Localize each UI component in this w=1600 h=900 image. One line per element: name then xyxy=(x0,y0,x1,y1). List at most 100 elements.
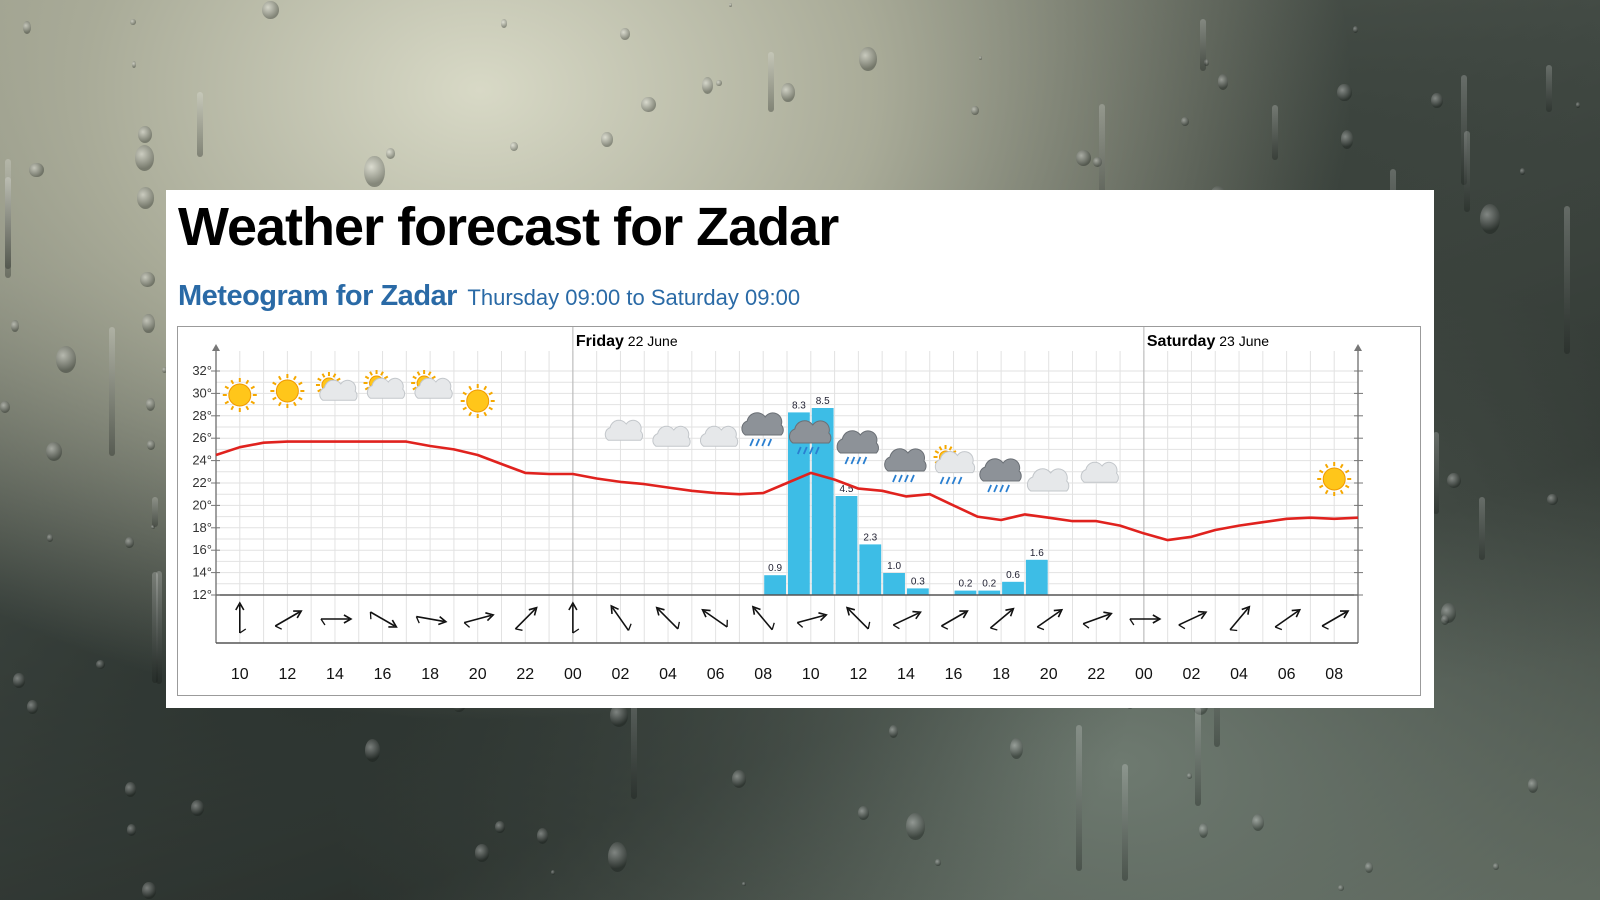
rain-drop xyxy=(910,474,915,483)
raindrop xyxy=(601,132,613,147)
sun-icon xyxy=(1317,462,1352,496)
wind-head xyxy=(528,606,538,616)
precip-bar xyxy=(1002,581,1024,595)
rain-drop xyxy=(993,484,998,493)
raindrop xyxy=(96,659,106,670)
x-tick-label: 16 xyxy=(945,666,963,683)
day-separators: Friday 22 June Saturday 23 June xyxy=(572,327,1269,643)
raindrop xyxy=(858,806,870,820)
rain-drop xyxy=(904,474,909,483)
wind-barb xyxy=(892,624,900,630)
rain-streak xyxy=(1564,206,1571,354)
wind-shaft xyxy=(416,615,445,623)
rain-drop xyxy=(1005,484,1010,493)
rain-streak xyxy=(630,682,637,799)
raindrop xyxy=(1441,603,1457,623)
sun-icon xyxy=(460,384,495,418)
precip-bar xyxy=(811,408,834,595)
day-header: Friday 22 June xyxy=(576,333,678,350)
wind-head xyxy=(568,601,578,611)
raindrop xyxy=(716,80,722,87)
wind-barb xyxy=(239,628,247,634)
raindrop xyxy=(537,827,549,844)
x-tick-label: 02 xyxy=(1183,666,1201,683)
cloud-icon xyxy=(1026,468,1070,492)
raindrop xyxy=(1446,472,1462,489)
y-tick-label: 14° xyxy=(192,565,212,580)
wind-arrow xyxy=(892,610,922,630)
sun-cloud-icon xyxy=(411,370,453,399)
raindrop xyxy=(641,97,656,113)
meteogram-title-link[interactable]: Meteogram for Zadar xyxy=(178,280,457,312)
rain-streak xyxy=(5,177,12,279)
x-tick-label: 06 xyxy=(707,666,725,683)
wind-head xyxy=(655,606,665,616)
raindrop xyxy=(978,56,982,60)
y-tick-label: 28° xyxy=(192,408,212,423)
wind-shaft xyxy=(989,609,1013,629)
rain-drop xyxy=(796,446,802,455)
wind-arrow xyxy=(845,606,871,630)
cloud-shape xyxy=(789,420,832,444)
sun-ray xyxy=(317,388,322,393)
sun-ray xyxy=(427,371,432,376)
wind-arrow xyxy=(941,610,969,630)
cloud-shape xyxy=(652,425,691,447)
raindrop xyxy=(142,881,156,899)
raindrop xyxy=(140,271,155,287)
precip-label: 0.6 xyxy=(1006,570,1020,581)
day-name: Saturday xyxy=(1147,333,1216,350)
rain-drop xyxy=(856,456,862,465)
rain-streak xyxy=(1099,104,1106,223)
rain-drop xyxy=(749,438,755,447)
cloud-shape xyxy=(836,430,879,454)
x-tick-label: 20 xyxy=(469,666,487,683)
meteogram-svg: Friday 22 June Saturday 23 June 0.9 8.3 8.5… xyxy=(192,327,1363,683)
x-tick-label: 16 xyxy=(374,666,392,683)
raindrop xyxy=(46,442,63,462)
y-tick-label: 20° xyxy=(192,497,212,512)
sun-ray xyxy=(293,375,297,381)
raindrop xyxy=(1092,157,1102,168)
sun-ray xyxy=(938,446,943,451)
sun-ray xyxy=(245,405,250,411)
wind-arrow xyxy=(1321,610,1350,630)
raindrop xyxy=(1181,117,1190,127)
wind-barb xyxy=(867,621,871,630)
wind-arrow xyxy=(1229,605,1251,632)
rain-streak xyxy=(1479,497,1486,561)
y-tick-label: 18° xyxy=(192,520,212,535)
raindrop xyxy=(26,699,38,715)
sun-ray xyxy=(272,381,277,386)
x-tick-label: 18 xyxy=(421,666,439,683)
raindrop xyxy=(1493,863,1500,870)
wind-barb xyxy=(1129,618,1135,626)
raindrop xyxy=(607,841,627,872)
temperature-line-group xyxy=(215,440,1359,542)
raindrop xyxy=(1009,738,1023,759)
wind-shaft xyxy=(703,610,728,628)
wind-shaft xyxy=(941,611,967,627)
wind-shaft xyxy=(753,607,773,631)
moon-shape xyxy=(516,411,528,433)
raindrop xyxy=(620,28,631,41)
y-axis-arrow xyxy=(212,344,220,351)
moon-shape xyxy=(1135,460,1147,482)
wind-head xyxy=(343,614,353,624)
cloud-shape xyxy=(604,419,643,441)
wind-barb xyxy=(1274,626,1283,631)
wind-head xyxy=(845,606,856,616)
wind-arrow xyxy=(610,604,632,631)
x-tick-label: 04 xyxy=(1230,666,1248,683)
wind-head xyxy=(959,610,969,619)
precip-label: 4.5 xyxy=(840,484,854,495)
raindrop xyxy=(1251,814,1264,832)
rain-drop xyxy=(814,446,820,455)
sun-ray xyxy=(948,446,953,451)
sun-ray xyxy=(278,375,282,381)
wind-barb xyxy=(677,621,680,630)
raindrop xyxy=(971,106,979,116)
sun-ray xyxy=(488,391,493,396)
raindrop xyxy=(1337,83,1352,102)
precip-label: 0.9 xyxy=(768,563,782,574)
